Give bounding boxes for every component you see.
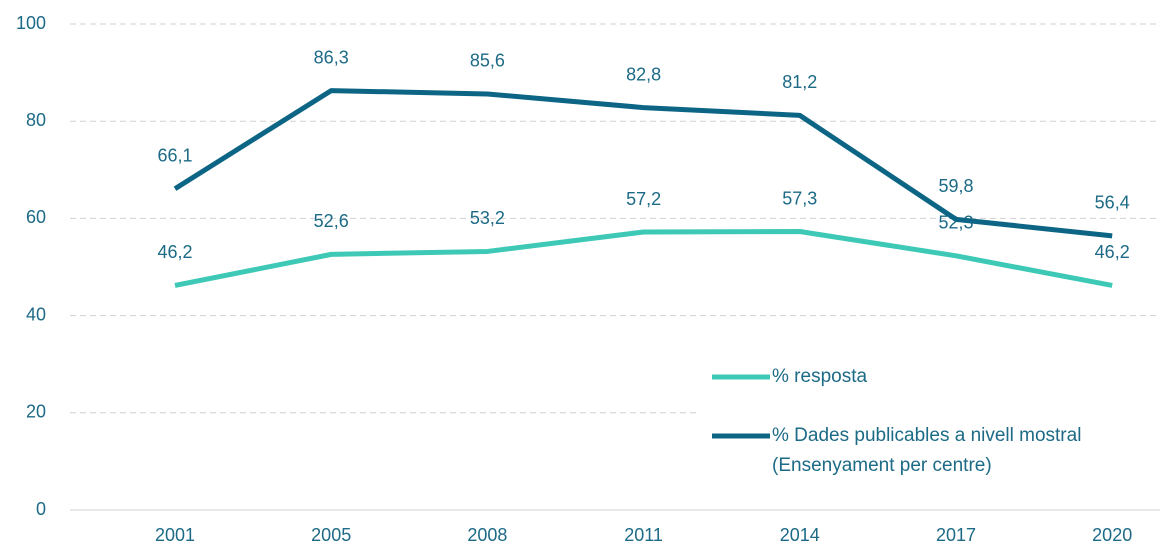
x-tick-label: 2005 <box>311 525 351 545</box>
y-tick-label: 80 <box>26 110 46 130</box>
series-line <box>173 88 1113 239</box>
x-tick-label: 2011 <box>624 525 663 545</box>
y-tick-label: 100 <box>16 13 46 33</box>
y-tick-label: 60 <box>26 207 46 227</box>
data-label: 81,2 <box>782 72 817 92</box>
x-tick-label: 2014 <box>780 525 820 545</box>
y-tick-label: 20 <box>26 402 46 422</box>
data-label: 82,8 <box>626 64 661 84</box>
x-tick-label: 2017 <box>936 525 976 545</box>
legend-box <box>700 350 1165 498</box>
x-tick-label: 2020 <box>1092 525 1132 545</box>
data-label: 85,6 <box>470 51 505 71</box>
x-tick-label: 2008 <box>467 525 507 545</box>
legend-label: % Dades publicables a nivell mostral (En… <box>772 425 1082 476</box>
x-tick-label: 2001 <box>155 525 195 545</box>
data-label: 57,3 <box>782 188 817 208</box>
legend-label: % resposta <box>772 366 868 387</box>
y-tick-label: 40 <box>26 304 46 324</box>
data-label: 66,1 <box>157 146 192 166</box>
data-label: 59,8 <box>938 176 973 196</box>
y-tick-label: 0 <box>36 499 46 519</box>
data-label: 52,3 <box>938 213 973 233</box>
data-label: 46,2 <box>1095 242 1130 262</box>
data-label: 53,2 <box>470 208 505 228</box>
data-label: 56,4 <box>1095 193 1130 213</box>
data-label: 86,3 <box>314 47 349 67</box>
series-line <box>174 229 1113 288</box>
data-label: 46,2 <box>157 242 192 262</box>
data-label: 57,2 <box>626 189 661 209</box>
data-label: 52,6 <box>314 211 349 231</box>
